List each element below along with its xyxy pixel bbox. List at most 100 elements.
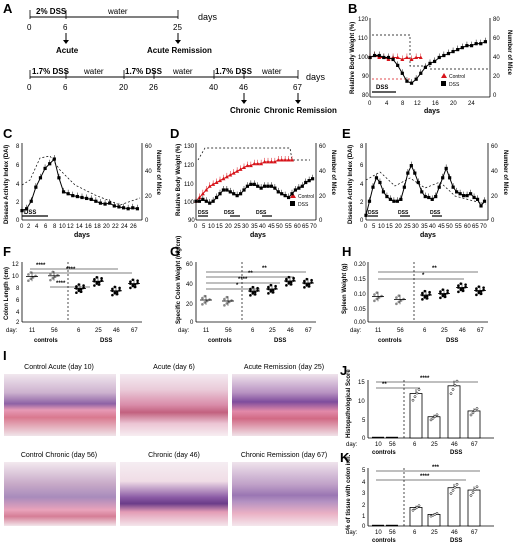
svg-text:2: 2 xyxy=(362,503,366,509)
data-point-control xyxy=(400,57,405,61)
data-point-control xyxy=(418,55,423,59)
histo-image-chronic xyxy=(120,462,228,526)
data-point-dss xyxy=(269,184,274,188)
svg-text:80: 80 xyxy=(362,93,369,99)
data-point-dss xyxy=(423,65,427,69)
data-point-dss xyxy=(430,197,434,201)
tick-label: 11 xyxy=(29,328,36,334)
data-point xyxy=(225,302,229,305)
svg-text:45: 45 xyxy=(438,224,445,230)
data-point-dss xyxy=(85,196,89,201)
data-point xyxy=(303,279,306,283)
acute-arrowhead xyxy=(63,40,69,44)
data-point-control xyxy=(276,158,281,162)
data-point-dss xyxy=(395,199,399,203)
b-legend: Control DSS xyxy=(441,73,465,88)
chronic-dss3: 1.7% DSS xyxy=(215,67,253,76)
histo-image-ctrl-chronic xyxy=(4,462,116,526)
g-dss-label: DSS xyxy=(274,338,286,344)
data-point xyxy=(75,285,78,288)
data-point xyxy=(253,293,257,296)
data-point-control xyxy=(395,55,400,59)
data-point-control xyxy=(286,158,291,162)
chronic-event: Chronic xyxy=(230,106,261,115)
data-point xyxy=(425,297,429,300)
data-point-control xyxy=(255,161,260,166)
e-ylabel: Disease Activity Index (DAI) xyxy=(348,145,354,224)
svg-text:100: 100 xyxy=(184,200,195,206)
schedule-chronic: 1.7% DSS water 1.7% DSS water 1.7% DSS w… xyxy=(27,67,337,115)
data-point xyxy=(118,289,121,292)
panel-label-d: D xyxy=(170,126,179,141)
data-point xyxy=(375,297,379,301)
data-point xyxy=(307,285,311,288)
chronic-tick-40: 40 xyxy=(209,83,218,92)
data-point xyxy=(411,508,415,512)
data-point-dss xyxy=(194,199,198,203)
data-point-dss xyxy=(364,213,368,217)
data-point-dss xyxy=(482,199,487,203)
data-point xyxy=(413,395,417,398)
data-point-dss xyxy=(373,53,377,58)
data-point-dss xyxy=(204,199,208,203)
data-point-dss xyxy=(468,192,473,196)
data-point xyxy=(27,273,30,276)
data-point xyxy=(461,289,465,293)
k-controls-label: controls xyxy=(372,538,396,544)
svg-text:12: 12 xyxy=(12,262,19,268)
panel-label-a: A xyxy=(3,1,13,16)
data-point-control xyxy=(224,174,229,179)
k-dss-label: DSS xyxy=(450,538,462,544)
data-point xyxy=(129,280,132,283)
data-point-control xyxy=(214,180,219,184)
data-point xyxy=(274,287,277,290)
data-point xyxy=(285,284,288,287)
h-sig-a: ** xyxy=(432,266,437,272)
data-point xyxy=(473,488,477,492)
d-series xyxy=(194,156,315,205)
svg-text:90: 90 xyxy=(188,218,195,224)
data-point xyxy=(230,299,233,302)
d-y2label: Number of Mice xyxy=(330,150,336,196)
data-point xyxy=(443,295,447,299)
data-point xyxy=(464,283,467,286)
data-point-control xyxy=(221,176,226,181)
data-point-dss xyxy=(420,190,424,194)
tick-label: 46 xyxy=(287,328,294,334)
f-sig-a: **** xyxy=(36,263,46,269)
histo-caption-acute: Acute (day 6) xyxy=(153,364,195,371)
svg-text:6: 6 xyxy=(16,298,20,304)
data-point-dss xyxy=(381,190,386,194)
data-point-dss xyxy=(367,199,372,203)
acute-t25: 25 xyxy=(173,23,182,32)
data-point xyxy=(428,293,431,296)
chronic-tick-26: 26 xyxy=(149,83,158,92)
h-day-prefix: day: xyxy=(350,328,362,334)
chronic-rem-arrowhead xyxy=(295,100,301,104)
data-point xyxy=(93,277,96,281)
f-sig-c: **** xyxy=(56,281,66,287)
data-point-dss xyxy=(307,179,311,183)
svg-text:20: 20 xyxy=(186,302,193,308)
b-legend-dss: DSS xyxy=(449,82,460,88)
data-point-dss xyxy=(280,192,284,196)
panel-label-f: F xyxy=(3,244,11,259)
chronic-rem-event: Chronic Remission xyxy=(264,106,337,115)
data-point xyxy=(292,279,295,282)
data-point-dss xyxy=(437,55,441,60)
data-point-dss xyxy=(382,55,386,60)
data-point-dss xyxy=(293,188,298,192)
data-point-dss xyxy=(126,207,130,211)
data-point-dss xyxy=(38,176,43,180)
svg-text:0: 0 xyxy=(16,218,20,224)
svg-text:60: 60 xyxy=(319,144,326,150)
data-point-control xyxy=(228,173,233,177)
svg-text:3: 3 xyxy=(362,491,366,497)
data-point-control xyxy=(414,55,419,59)
histo-image-ctrl-acute xyxy=(4,374,116,436)
data-point xyxy=(475,287,478,290)
data-point xyxy=(269,289,273,292)
data-point xyxy=(203,294,207,298)
svg-text:60: 60 xyxy=(493,36,500,42)
data-point-control xyxy=(279,158,284,162)
